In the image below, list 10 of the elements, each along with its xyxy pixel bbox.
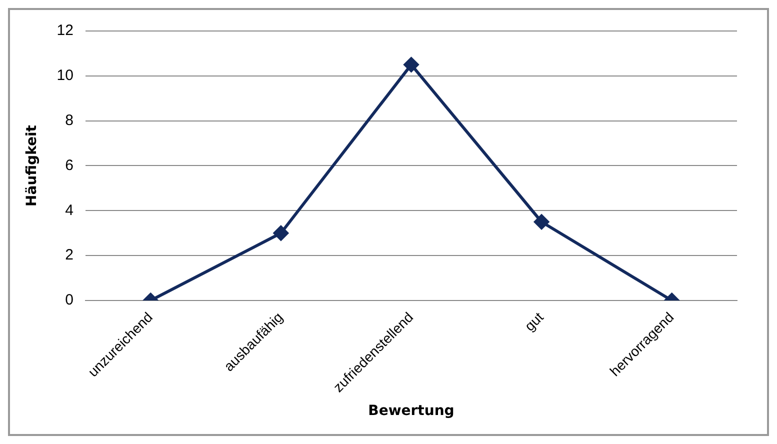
y-tick-label: 4 — [65, 202, 74, 219]
y-tick-label: 2 — [65, 246, 74, 264]
y-axis-title: Häufigkeit — [24, 124, 40, 206]
x-axis-title: Bewertung — [368, 403, 454, 420]
y-tick-label: 6 — [65, 156, 74, 174]
y-tick-label: 8 — [65, 112, 74, 129]
y-tick-label: 0 — [65, 292, 74, 309]
y-tick-label: 12 — [56, 22, 74, 40]
y-tick-label: 10 — [56, 67, 74, 84]
x-tick-label: gut — [521, 308, 546, 334]
